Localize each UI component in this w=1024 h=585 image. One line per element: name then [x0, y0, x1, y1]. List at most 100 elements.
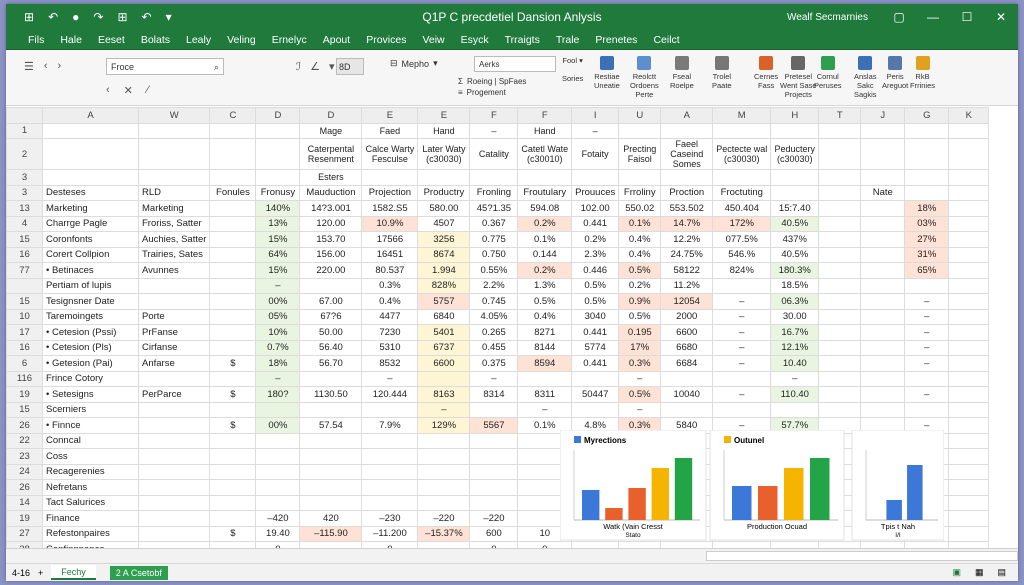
cell[interactable]: –: [417, 401, 471, 418]
column-header[interactable]: D: [299, 107, 363, 124]
user-menu-icon[interactable]: ▢: [893, 10, 905, 24]
ribbon-group-button[interactable]: Trolel Paate: [712, 56, 732, 90]
cell[interactable]: –420: [255, 510, 301, 527]
cell[interactable]: $: [209, 386, 257, 403]
cell[interactable]: [948, 355, 990, 372]
column-header[interactable]: H: [770, 107, 820, 124]
header-cell[interactable]: [361, 169, 419, 186]
cell[interactable]: Fronling: [469, 184, 519, 201]
cell[interactable]: [948, 386, 990, 403]
cell[interactable]: 0.195: [618, 324, 662, 341]
cell[interactable]: [209, 479, 257, 496]
cell[interactable]: [948, 215, 990, 232]
column-header[interactable]: W: [137, 107, 211, 124]
cell[interactable]: [660, 370, 714, 387]
cell[interactable]: 06.3%: [770, 293, 820, 310]
cell[interactable]: [770, 184, 820, 201]
cell[interactable]: RLD: [137, 184, 211, 201]
cell[interactable]: 3040: [571, 308, 620, 325]
row-header[interactable]: 14: [6, 494, 43, 511]
cell[interactable]: –: [712, 386, 772, 403]
ribbon-group-button[interactable]: Pretesel Went Sase Projects: [780, 56, 817, 99]
cell[interactable]: [818, 277, 862, 294]
cell[interactable]: [299, 463, 363, 480]
cell[interactable]: [571, 370, 620, 387]
cell[interactable]: [904, 370, 950, 387]
header-cell[interactable]: Hand: [417, 122, 471, 139]
cell[interactable]: [299, 494, 363, 511]
row-header[interactable]: 6: [6, 355, 43, 372]
cell[interactable]: 6737: [417, 339, 471, 356]
header-cell[interactable]: [469, 169, 519, 186]
cell[interactable]: [948, 432, 990, 449]
user-name[interactable]: Wealf Secmarnies: [787, 11, 868, 23]
cell[interactable]: 0.375: [469, 355, 519, 372]
cell[interactable]: [948, 525, 990, 542]
cell[interactable]: 5774: [571, 339, 620, 356]
menu-item[interactable]: Provices: [366, 33, 407, 46]
cell[interactable]: [255, 479, 301, 496]
cell[interactable]: [818, 231, 862, 248]
row-header[interactable]: 16: [6, 246, 43, 263]
cell[interactable]: Prouuces: [571, 184, 620, 201]
cell[interactable]: 8311: [517, 386, 573, 403]
align-group[interactable]: ⊟ Mepho ▾: [390, 58, 438, 69]
cell[interactable]: 0.745: [469, 293, 519, 310]
cell[interactable]: [469, 448, 519, 465]
cell[interactable]: Desteses: [42, 184, 139, 201]
cell[interactable]: [137, 448, 211, 465]
cell[interactable]: Trairies, Sates: [137, 246, 211, 263]
cell[interactable]: 8314: [469, 386, 519, 403]
cell[interactable]: 58122: [660, 262, 714, 279]
cell[interactable]: 80.537: [361, 262, 419, 279]
cell[interactable]: –: [712, 339, 772, 356]
cell[interactable]: [299, 401, 363, 418]
ribbon-group-button[interactable]: Restiae Uneatie: [594, 56, 620, 90]
cell[interactable]: [818, 370, 862, 387]
cell[interactable]: 110.40: [770, 386, 820, 403]
cell[interactable]: –: [904, 339, 950, 356]
cell[interactable]: [860, 200, 906, 217]
menu-item[interactable]: Ceilct: [653, 33, 680, 46]
cond-item[interactable]: Σ Roeing | SpFaes: [458, 77, 527, 86]
cell[interactable]: Corert Collpion: [42, 246, 139, 263]
cell[interactable]: [209, 401, 257, 418]
cell[interactable]: [948, 494, 990, 511]
cell[interactable]: –220: [417, 510, 471, 527]
cell[interactable]: –: [618, 401, 662, 418]
cell[interactable]: [948, 200, 990, 217]
row-header[interactable]: 15: [6, 401, 43, 418]
cell[interactable]: Frince Cotory: [42, 370, 139, 387]
cell[interactable]: [469, 432, 519, 449]
cell[interactable]: [255, 432, 301, 449]
ribbon-group-button[interactable]: Peris Areguot: [882, 56, 908, 90]
cell[interactable]: 27%: [904, 231, 950, 248]
cell[interactable]: 1.3%: [517, 277, 573, 294]
cell[interactable]: –11.200: [361, 525, 419, 542]
cell[interactable]: 0.2%: [571, 231, 620, 248]
cell[interactable]: [818, 215, 862, 232]
menu-item[interactable]: Prenetes: [595, 33, 638, 46]
cell[interactable]: –: [712, 355, 772, 372]
cell[interactable]: 8594: [517, 355, 573, 372]
cell[interactable]: Proction: [660, 184, 714, 201]
cell[interactable]: [860, 355, 906, 372]
cell[interactable]: [818, 401, 862, 418]
cell[interactable]: 67?6: [299, 308, 363, 325]
cell[interactable]: [818, 308, 862, 325]
menu-item[interactable]: Eeset: [97, 33, 125, 46]
cell[interactable]: [948, 293, 990, 310]
horizontal-scrollbar[interactable]: [706, 551, 1018, 561]
slash-icon[interactable]: ⁄: [146, 84, 149, 96]
cell[interactable]: [860, 262, 906, 279]
header-cell[interactable]: [209, 122, 257, 139]
row-header[interactable]: 116: [6, 370, 43, 387]
cell[interactable]: –: [517, 401, 573, 418]
header-cell[interactable]: [770, 122, 820, 139]
cell[interactable]: 1.994: [417, 262, 471, 279]
cell[interactable]: Pertiam of lupis: [42, 277, 139, 294]
header-cell[interactable]: [860, 169, 906, 186]
cell[interactable]: [137, 525, 211, 542]
